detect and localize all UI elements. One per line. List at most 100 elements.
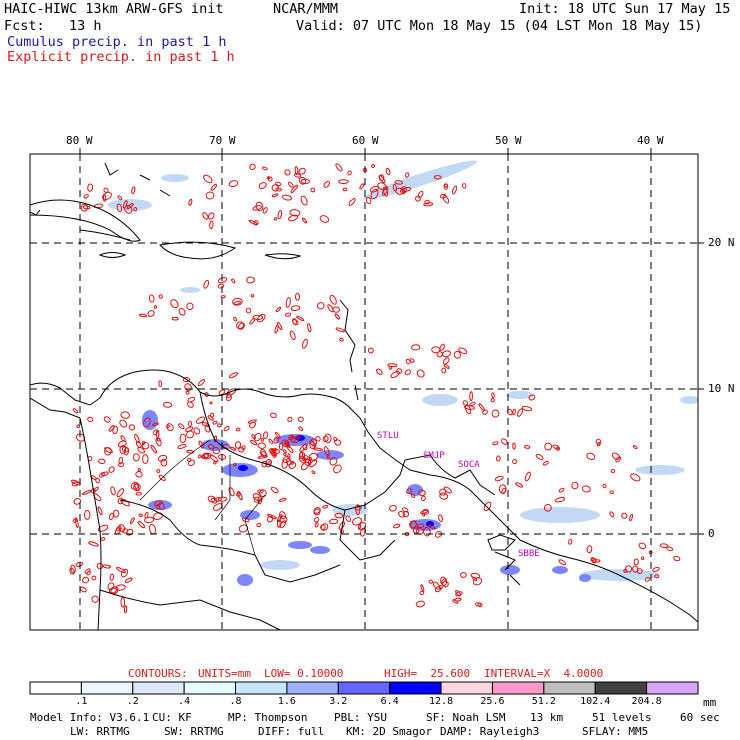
precip-contour xyxy=(378,175,386,184)
precip-contour xyxy=(298,167,306,175)
precip-contour xyxy=(266,513,277,520)
precip-contour xyxy=(187,420,193,427)
precip-contour xyxy=(223,425,230,432)
precip-contour xyxy=(289,330,296,341)
precip-contour xyxy=(271,184,280,192)
precip-contour xyxy=(122,200,128,209)
precip-contour xyxy=(225,394,232,402)
colorbar-unit: mm xyxy=(703,696,717,709)
precip-contour xyxy=(203,174,213,184)
precip-contour xyxy=(279,511,287,520)
precip-contour xyxy=(258,182,267,189)
precip-contour xyxy=(294,292,301,301)
precip-contour xyxy=(404,369,411,376)
precip-contour xyxy=(423,202,434,207)
precip-contour xyxy=(170,299,179,309)
precip-contour xyxy=(148,294,155,303)
precip-contour xyxy=(259,448,267,458)
precip-contour xyxy=(250,439,258,446)
graticule xyxy=(30,154,698,630)
precip-contour xyxy=(335,163,343,172)
precip-contour xyxy=(621,512,628,519)
precip-contour xyxy=(228,180,239,188)
colorbar-swatch xyxy=(543,681,596,695)
precip-contour xyxy=(270,486,279,494)
precip-contour xyxy=(359,183,365,190)
precip-contour xyxy=(398,511,406,518)
precip-contour xyxy=(288,434,295,441)
precip-contour xyxy=(592,559,601,563)
precip-contour xyxy=(417,190,424,199)
precip-contour xyxy=(315,436,321,442)
colorbar-tick-label: 25.6 xyxy=(480,696,505,707)
precip-contour xyxy=(334,512,344,519)
precip-contour xyxy=(102,191,112,201)
precip-contour xyxy=(512,408,516,415)
precip-contour xyxy=(182,377,191,383)
precip-contour xyxy=(178,423,185,430)
precip-contour xyxy=(207,415,214,421)
precip-contour xyxy=(443,486,452,494)
precip-contour xyxy=(469,391,473,402)
precip-contour xyxy=(133,207,138,212)
colorbar-tick-label: 12.8 xyxy=(429,696,454,707)
precip-contour xyxy=(155,437,162,447)
colorbar-swatch xyxy=(337,681,391,695)
colorbar-swatch xyxy=(389,681,442,695)
precip-contour xyxy=(141,441,146,446)
precip-contour xyxy=(202,212,209,220)
precip-contour xyxy=(124,577,133,583)
precip-contour xyxy=(443,183,449,190)
precip-contour xyxy=(433,175,442,180)
precip-contour xyxy=(555,446,560,451)
precip-contour xyxy=(388,366,393,370)
precip-contour xyxy=(276,514,283,523)
precip-contour xyxy=(74,517,79,529)
precip-contour xyxy=(232,297,243,306)
precip-contour xyxy=(82,576,90,584)
precip-contour xyxy=(431,346,441,354)
precip-contour xyxy=(152,422,159,426)
precip-contour xyxy=(100,537,106,541)
precip-contour xyxy=(438,514,443,523)
precip-contour xyxy=(636,568,643,574)
precip-contour xyxy=(441,578,446,584)
precip-contour xyxy=(231,278,236,284)
precip-contour xyxy=(130,482,140,490)
precip-contour xyxy=(237,491,243,501)
sw-scheme: SW: RRTMG xyxy=(164,725,224,738)
precip-contour xyxy=(335,327,345,333)
precip-contour xyxy=(217,283,225,289)
precip-contour xyxy=(250,294,255,298)
precip-contour xyxy=(289,209,301,217)
precip-contour xyxy=(270,412,277,419)
precip-contour xyxy=(157,454,168,462)
precip-contour xyxy=(217,423,222,428)
precip-contour xyxy=(472,576,478,582)
precip-contour xyxy=(103,416,111,423)
colorbar-swatch xyxy=(646,681,699,695)
precip-contour xyxy=(218,389,226,396)
precip-contour xyxy=(241,445,246,451)
precip-contour xyxy=(119,419,128,428)
precip-contour xyxy=(226,388,237,396)
precip-contour xyxy=(385,167,391,176)
precip-contour xyxy=(124,205,133,214)
colorbar-tick-label: 1.6 xyxy=(277,696,296,707)
precip-contour xyxy=(131,186,136,195)
precip-contour xyxy=(108,512,115,520)
precip-contour xyxy=(595,438,602,445)
precip-contour xyxy=(297,416,304,423)
precip-contour xyxy=(515,482,523,488)
mp-scheme: MP: Thompson xyxy=(228,711,308,724)
precip-contour xyxy=(290,437,296,443)
precip-contour xyxy=(375,368,383,375)
colorbar-tick-label: .1 xyxy=(75,696,88,707)
precip-contour xyxy=(369,185,379,193)
precip-contour xyxy=(535,453,544,460)
init-time: Init: 18 UTC Sun 17 May 15 xyxy=(519,1,731,17)
precip-contour xyxy=(97,506,103,516)
precip-contour xyxy=(284,440,291,448)
precip-contour xyxy=(96,562,104,570)
precip-contour xyxy=(512,459,518,465)
